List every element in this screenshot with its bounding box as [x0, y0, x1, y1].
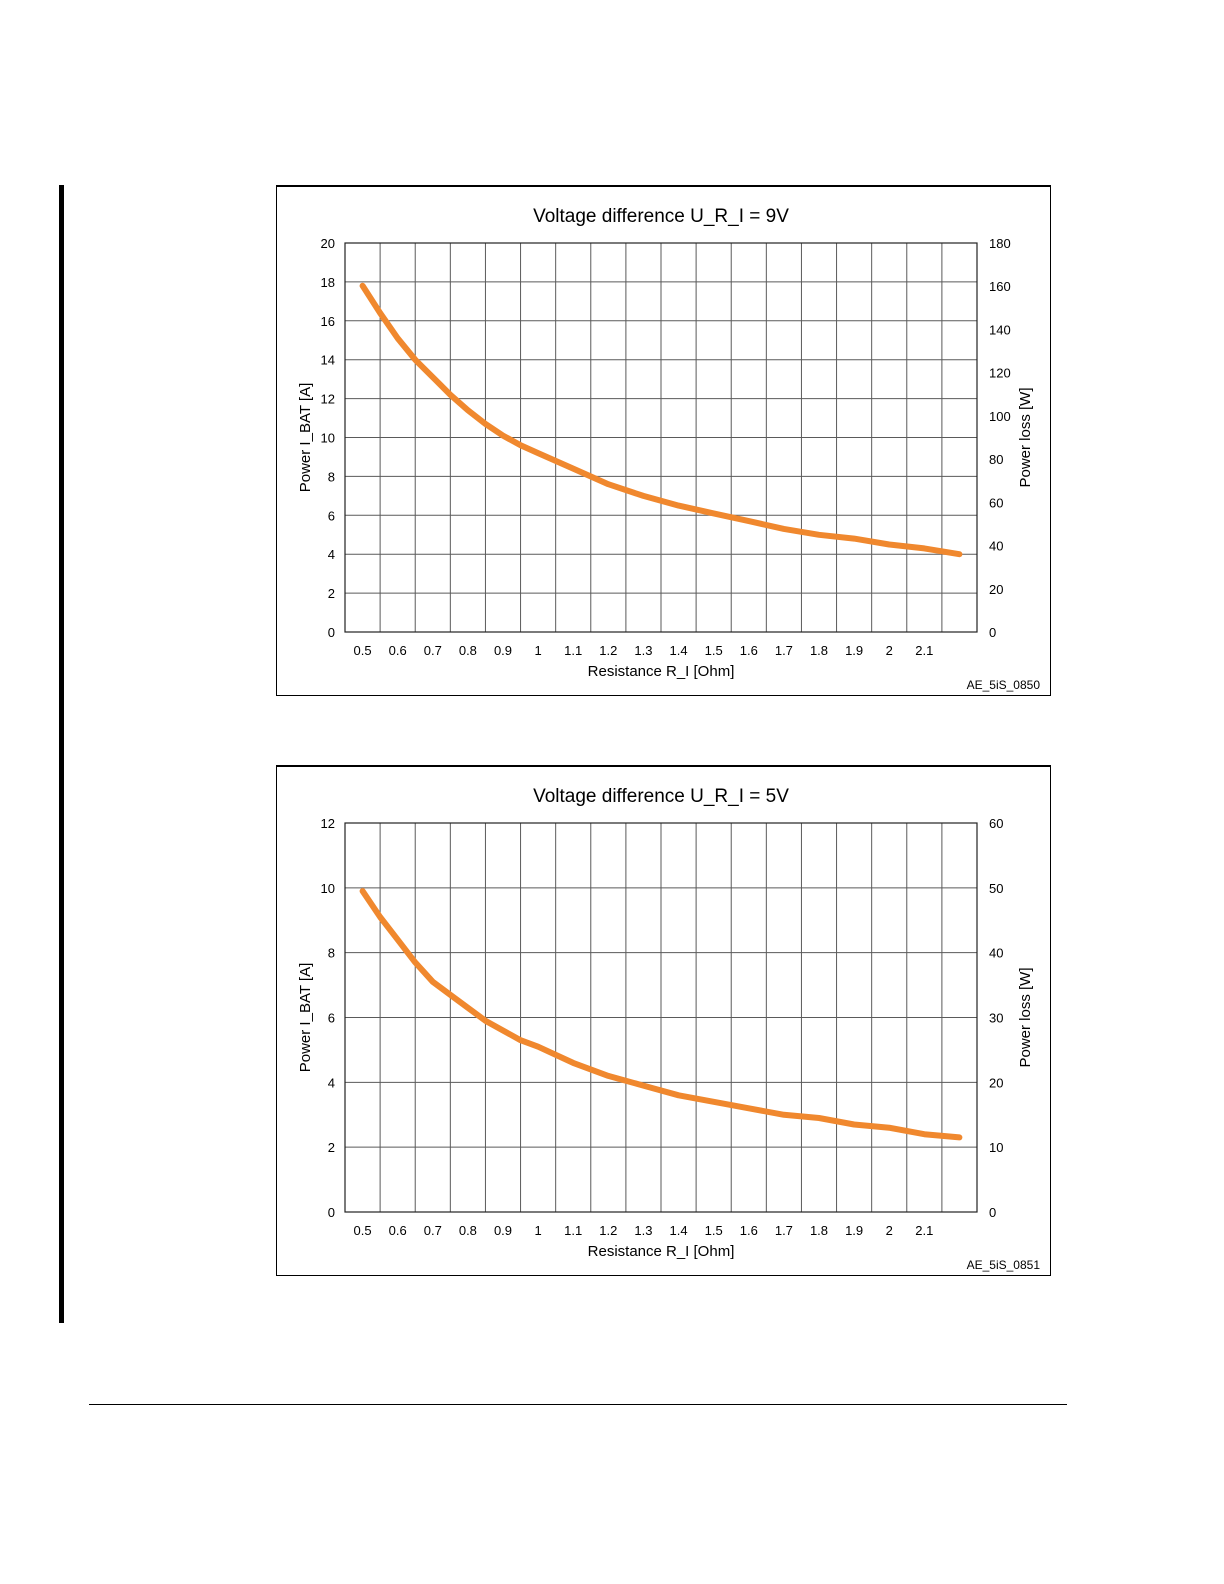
figure-id: AE_5iS_0850: [966, 678, 1040, 692]
chart-title: Voltage difference U_R_I = 5V: [533, 786, 789, 807]
x-tick-label: 1.8: [810, 643, 828, 658]
x-tick-label: 2.1: [915, 643, 933, 658]
y-tick-label: 4: [328, 547, 335, 562]
y-tick-label: 6: [328, 1011, 335, 1026]
y-tick-label: 4: [328, 1075, 335, 1090]
x-tick-label: 1.9: [845, 643, 863, 658]
y2-tick-label: 100: [989, 409, 1011, 424]
x-tick-label: 1: [534, 643, 541, 658]
y-tick-label: 0: [328, 625, 335, 640]
x-tick-label: 0.5: [354, 643, 372, 658]
y-tick-label: 14: [321, 353, 335, 368]
y2-axis-label: Power loss [W]: [1017, 967, 1034, 1067]
y-tick-label: 16: [321, 314, 335, 329]
y2-tick-label: 60: [989, 495, 1003, 510]
x-tick-label: 0.6: [389, 1223, 407, 1238]
y2-tick-label: 80: [989, 452, 1003, 467]
x-axis-label: Resistance R_I [Ohm]: [588, 1243, 735, 1260]
y-tick-label: 12: [321, 816, 335, 831]
x-tick-label: 1.8: [810, 1223, 828, 1238]
figure-9v: Voltage difference U_R_I = 9V 0 2 4 6 8 10 12 14…: [276, 185, 1051, 696]
x-tick-label: 1.3: [634, 643, 652, 658]
y2-tick-label: 40: [989, 946, 1003, 961]
x-tick-label: 0.8: [459, 643, 477, 658]
x-tick-label: 1.7: [775, 1223, 793, 1238]
y2-tick-label: 40: [989, 539, 1003, 554]
x-tick-label: 0.9: [494, 1223, 512, 1238]
plot-frame: [344, 242, 978, 633]
y-axis-label: Power I_BAT [A]: [297, 383, 314, 493]
x-tick-label: 1.5: [705, 643, 723, 658]
x-tick-label: 1: [534, 1223, 541, 1238]
x-tick-label: 1.1: [564, 1223, 582, 1238]
x-tick-label: 2: [886, 1223, 893, 1238]
x-tick-label: 1.7: [775, 643, 793, 658]
y2-tick-label: 160: [989, 279, 1011, 294]
x-tick-label: 1.1: [564, 643, 582, 658]
y2-tick-label: 140: [989, 322, 1011, 337]
x-tick-label: 1.5: [705, 1223, 723, 1238]
x-tick-label: 0.7: [424, 1223, 442, 1238]
chart-5v: Voltage difference U_R_I = 5V02468101201…: [297, 786, 1034, 1260]
chart-title: Voltage difference U_R_I = 9V: [533, 206, 789, 227]
y2-axis-label: Power loss [W]: [1017, 387, 1034, 487]
x-tick-label: 1.4: [670, 643, 688, 658]
y2-tick-label: 120: [989, 366, 1011, 381]
y2-tick-label: 30: [989, 1011, 1003, 1026]
chart-9v: Voltage difference U_R_I = 9V02468101214…: [297, 206, 1034, 680]
series-line: [359, 282, 963, 558]
x-tick-label: 1.9: [845, 1223, 863, 1238]
y2-tick-label: 0: [989, 1205, 996, 1220]
x-tick-label: 1.3: [634, 1223, 652, 1238]
plot-frame: [344, 822, 978, 1213]
x-tick-label: 1.4: [670, 1223, 688, 1238]
x-tick-label: 1.2: [599, 1223, 617, 1238]
change-bar: [59, 185, 64, 1323]
y-tick-label: 8: [328, 946, 335, 961]
y2-tick-label: 10: [989, 1140, 1003, 1155]
y-tick-label: 12: [321, 392, 335, 407]
y2-tick-label: 0: [989, 625, 996, 640]
x-tick-label: 1.6: [740, 1223, 758, 1238]
x-tick-label: 2.1: [915, 1223, 933, 1238]
y2-tick-label: 60: [989, 816, 1003, 831]
y-tick-label: 18: [321, 275, 335, 290]
x-tick-label: 1.6: [740, 643, 758, 658]
footer-rule: [89, 1404, 1067, 1405]
y-tick-label: 6: [328, 508, 335, 523]
y2-tick-label: 180: [989, 236, 1011, 251]
y2-tick-label: 50: [989, 881, 1003, 896]
y2-tick-label: 20: [989, 582, 1003, 597]
y-tick-label: 2: [328, 586, 335, 601]
x-axis-label: Resistance R_I [Ohm]: [588, 663, 735, 680]
y-tick-label: 2: [328, 1140, 335, 1155]
x-tick-label: 2: [886, 643, 893, 658]
y2-tick-label: 20: [989, 1075, 1003, 1090]
x-tick-label: 0.8: [459, 1223, 477, 1238]
x-tick-label: 0.7: [424, 643, 442, 658]
x-tick-label: 1.2: [599, 643, 617, 658]
y-tick-label: 10: [321, 431, 335, 446]
series-line: [359, 888, 963, 1141]
y-tick-label: 20: [321, 236, 335, 251]
y-axis-label: Power I_BAT [A]: [297, 963, 314, 1073]
x-tick-label: 0.6: [389, 643, 407, 658]
y-tick-label: 0: [328, 1205, 335, 1220]
figure-5v: Voltage difference U_R_I = 5V 0 2 4 6 8 10 12 0 1…: [276, 765, 1051, 1276]
y-tick-label: 10: [321, 881, 335, 896]
y-tick-label: 8: [328, 469, 335, 484]
x-tick-label: 0.9: [494, 643, 512, 658]
x-tick-label: 0.5: [354, 1223, 372, 1238]
figure-id: AE_5iS_0851: [966, 1258, 1040, 1272]
